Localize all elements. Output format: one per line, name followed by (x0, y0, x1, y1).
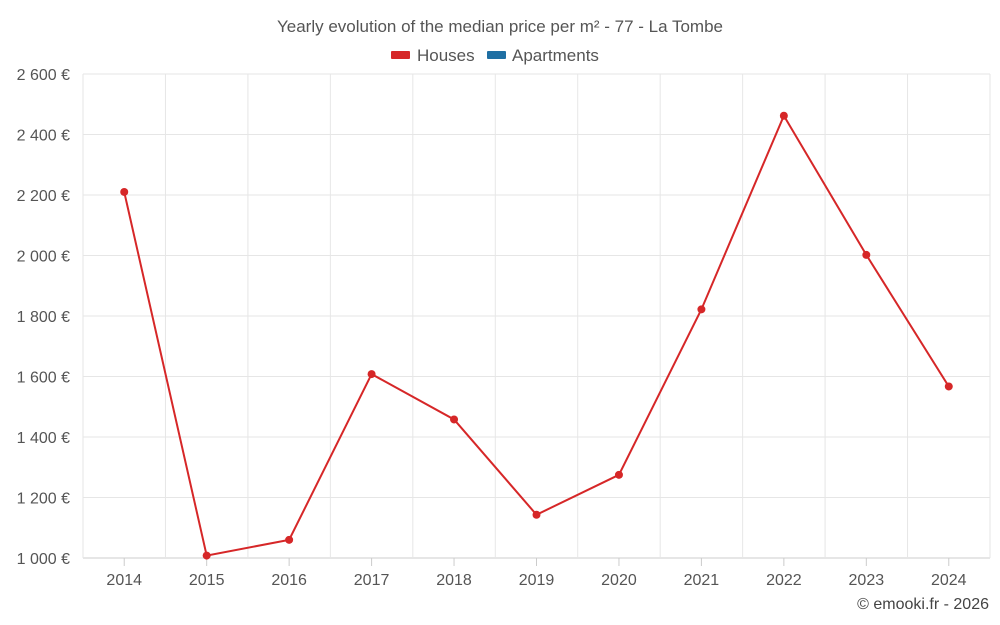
data-point[interactable] (450, 415, 459, 424)
data-point[interactable] (367, 370, 376, 379)
legend-swatch (391, 51, 410, 59)
x-tick-label: 2018 (436, 572, 472, 589)
x-tick-label: 2016 (271, 572, 307, 589)
x-tick-label: 2019 (519, 572, 555, 589)
legend-label: Apartments (512, 46, 599, 65)
chart-title: Yearly evolution of the median price per… (277, 17, 723, 36)
y-tick-label: 2 400 € (17, 128, 70, 145)
x-tick-label: 2023 (849, 572, 885, 589)
legend: Houses Apartments (391, 46, 599, 65)
x-tick-label: 2021 (684, 572, 720, 589)
data-point[interactable] (532, 510, 541, 519)
data-point[interactable] (862, 250, 871, 259)
y-tick-label: 2 600 € (17, 67, 70, 84)
data-point[interactable] (120, 187, 129, 196)
grid (82, 73, 991, 559)
y-tick-label: 2 000 € (17, 249, 70, 266)
x-tick-label: 2020 (601, 572, 637, 589)
data-point[interactable] (779, 111, 788, 120)
data-point[interactable] (202, 551, 211, 560)
y-tick-label: 1 800 € (17, 309, 70, 326)
legend-swatch (487, 51, 506, 59)
data-point[interactable] (697, 305, 706, 314)
data-point[interactable] (285, 535, 294, 544)
series-houses (120, 111, 953, 560)
y-tick-label: 1 200 € (17, 491, 70, 508)
series-group (120, 111, 953, 560)
x-tick-label: 2015 (189, 572, 225, 589)
y-tick-label: 1 600 € (17, 370, 70, 387)
legend-item-houses[interactable]: Houses (391, 46, 475, 65)
x-tick-label: 2014 (106, 572, 142, 589)
data-point[interactable] (944, 382, 953, 391)
x-tick-label: 2022 (766, 572, 802, 589)
credit-text: © emooki.fr - 2026 (857, 596, 989, 613)
y-axis: 1 000 € 1 200 € 1 400 € 1 600 € 1 800 € 2 000… (17, 67, 70, 568)
y-tick-label: 1 000 € (17, 551, 70, 568)
x-axis: 2014 2015 2016 2017 2018 2019 2020 2021 2022 2023… (106, 558, 967, 589)
y-tick-label: 1 400 € (17, 430, 70, 447)
legend-item-apartments[interactable]: Apartments (487, 46, 599, 65)
data-point[interactable] (614, 470, 623, 479)
x-tick-label: 2017 (354, 572, 390, 589)
y-tick-label: 2 200 € (17, 188, 70, 205)
x-tick-label: 2024 (931, 572, 967, 589)
legend-label: Houses (417, 46, 475, 65)
